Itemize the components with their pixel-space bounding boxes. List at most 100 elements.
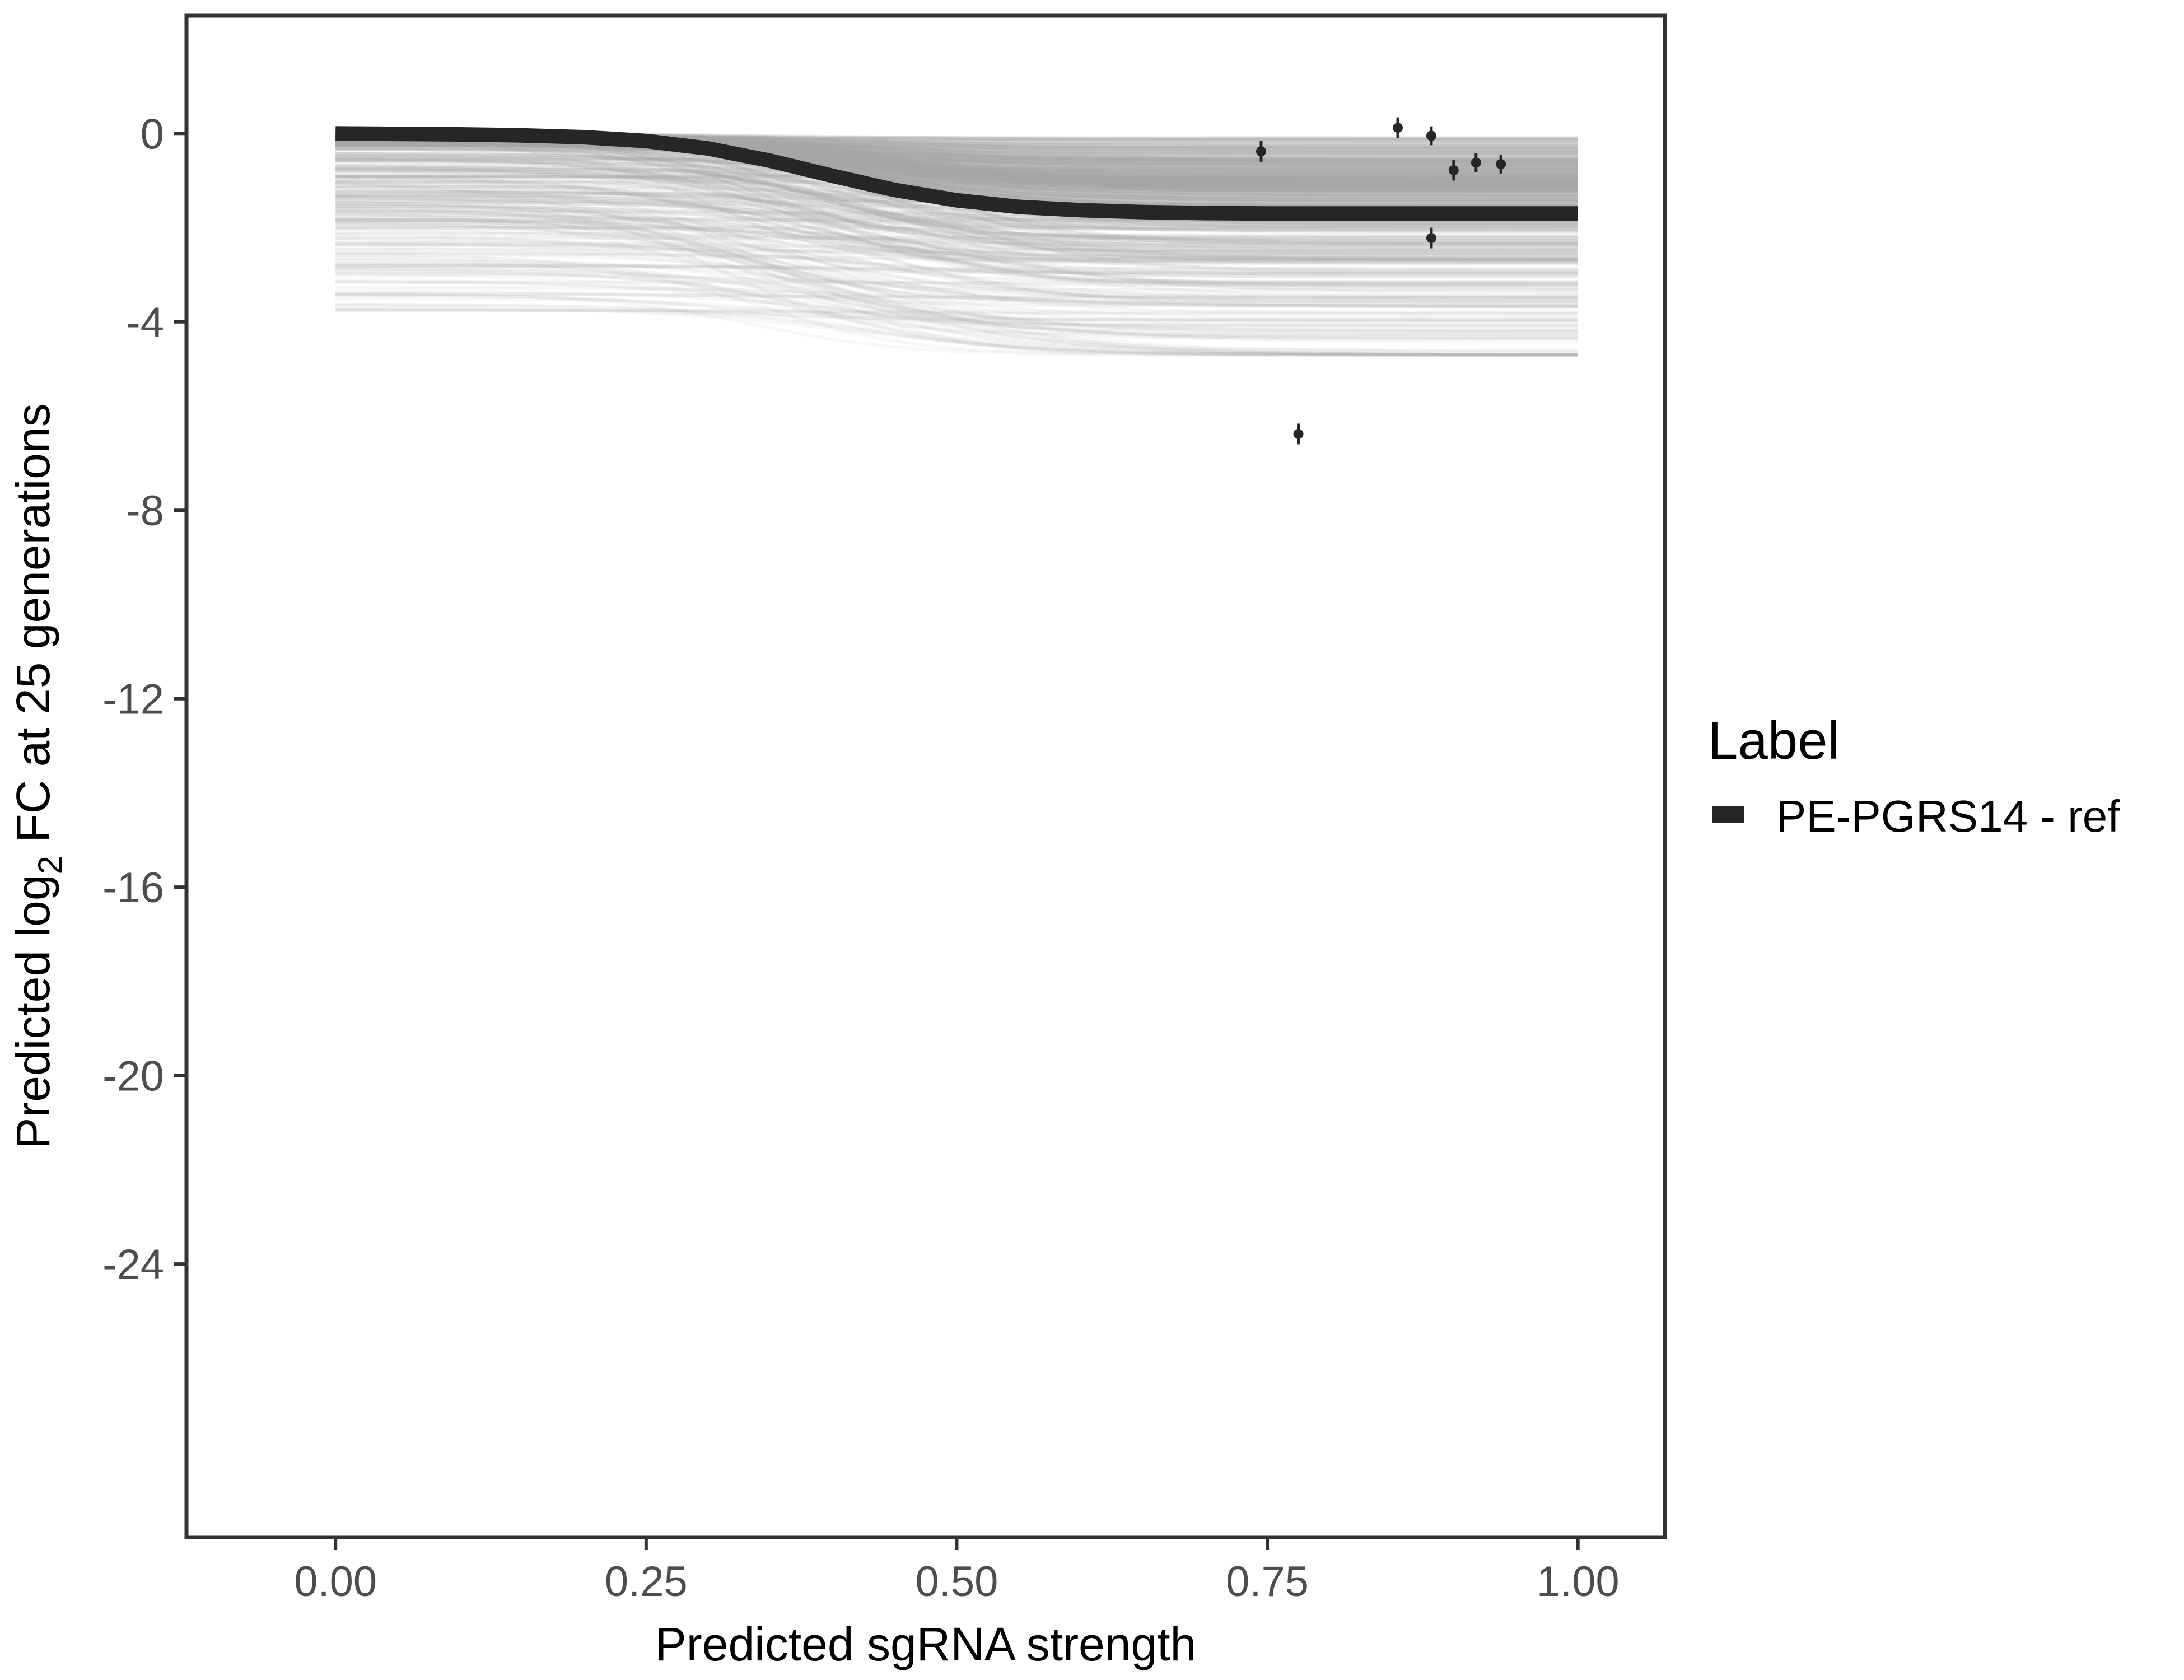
legend: Label PE-PGRS14 - ref xyxy=(1708,711,2120,841)
posterior-draw-line xyxy=(335,217,1578,304)
posterior-draw-line xyxy=(335,269,1578,353)
observed-point xyxy=(1426,227,1436,249)
fit-line-layer xyxy=(335,126,1578,221)
point-marker xyxy=(1448,165,1459,175)
y-tick-label: -24 xyxy=(102,1241,164,1289)
posterior-draw-line xyxy=(335,204,1578,297)
posterior-draw-line xyxy=(335,195,1578,305)
point-marker xyxy=(1426,233,1436,244)
posterior-draw-line xyxy=(335,226,1578,264)
posterior-draw-line xyxy=(335,292,1578,299)
point-marker xyxy=(1496,158,1506,169)
posterior-draw-line xyxy=(335,155,1578,231)
posterior-draw-line xyxy=(335,200,1578,339)
posterior-draw-line xyxy=(335,292,1578,300)
posterior-draw-line xyxy=(335,178,1578,260)
observed-points-layer xyxy=(1256,117,1506,445)
posterior-draw-line xyxy=(335,181,1578,308)
y-tick-label: -20 xyxy=(102,1053,164,1100)
observed-point xyxy=(1393,117,1403,138)
posterior-draw-line xyxy=(335,262,1578,357)
posterior-draw-line xyxy=(335,147,1578,264)
posterior-draw-line xyxy=(335,173,1578,183)
x-tick-label: 0.25 xyxy=(605,1558,688,1606)
x-axis-title: Predicted sgRNA strength xyxy=(655,1618,1197,1670)
posterior-draw-lines xyxy=(335,130,1578,357)
posterior-draw-line xyxy=(335,208,1578,252)
y-tick-label: -4 xyxy=(126,299,164,347)
posterior-draw-line xyxy=(335,167,1578,286)
posterior-draw-line xyxy=(335,141,1578,171)
posterior-draw-line xyxy=(335,280,1578,284)
posterior-draw-line xyxy=(335,139,1578,260)
point-marker xyxy=(1426,130,1436,141)
posterior-draw-line xyxy=(335,221,1578,253)
y-axis-title-prefix: Predicted log xyxy=(7,874,59,1149)
posterior-draw-line xyxy=(335,218,1578,298)
posterior-draw-line xyxy=(335,216,1578,231)
posterior-draw-line xyxy=(335,180,1578,186)
posterior-draw-line xyxy=(335,180,1578,261)
posterior-draw-line xyxy=(335,251,1578,262)
posterior-draw-line xyxy=(335,309,1578,314)
posterior-draw-line xyxy=(335,289,1578,340)
posterior-draw-line xyxy=(335,220,1578,292)
y-tick-label: 0 xyxy=(141,110,164,158)
posterior-draw-line xyxy=(335,221,1578,333)
posterior-draw-line xyxy=(335,241,1578,357)
posterior-draw-line xyxy=(335,195,1578,303)
posterior-draw-line xyxy=(335,170,1578,181)
posterior-draw-line xyxy=(335,148,1578,241)
x-tick-label: 0.00 xyxy=(294,1558,377,1606)
fit-line xyxy=(335,126,1578,221)
posterior-draw-line xyxy=(335,208,1578,319)
posterior-draw-line xyxy=(335,185,1578,283)
posterior-draw-line xyxy=(335,183,1578,292)
posterior-draw-line xyxy=(335,167,1578,178)
posterior-draw-line xyxy=(335,134,1578,189)
y-axis-title: Predicted log2 FC at 25 generations xyxy=(7,403,69,1149)
posterior-draw-line xyxy=(335,256,1578,300)
posterior-draw-line xyxy=(335,204,1578,256)
y-axis-title-suffix: FC at 25 generations xyxy=(7,403,59,856)
posterior-draw-line xyxy=(335,233,1578,333)
point-marker xyxy=(1393,123,1403,133)
posterior-draw-line xyxy=(335,163,1578,272)
posterior-draw-line xyxy=(335,170,1578,242)
posterior-draw-line xyxy=(335,232,1578,249)
posterior-draw-line xyxy=(335,169,1578,232)
posterior-draw-line xyxy=(335,160,1578,245)
posterior-draw-line xyxy=(335,265,1578,357)
posterior-draw-line xyxy=(335,187,1578,255)
posterior-draw-line xyxy=(335,143,1578,233)
posterior-draw-line xyxy=(335,213,1578,287)
posterior-draw-line xyxy=(335,177,1578,295)
posterior-draw-line xyxy=(335,204,1578,306)
posterior-draw-line xyxy=(335,159,1578,261)
posterior-draw-line xyxy=(335,165,1578,223)
posterior-draw-line xyxy=(335,272,1578,287)
posterior-draw-line xyxy=(335,197,1578,238)
posterior-draw-line xyxy=(335,241,1578,253)
posterior-draw-line xyxy=(335,144,1578,188)
posterior-draw-line xyxy=(335,142,1578,150)
y-tick-label: -8 xyxy=(126,487,164,535)
posterior-draw-line xyxy=(335,139,1578,171)
y-tick-label: -12 xyxy=(102,676,164,724)
posterior-draw-line xyxy=(335,175,1578,194)
posterior-draw-line xyxy=(335,212,1578,309)
posterior-draw-line xyxy=(335,157,1578,290)
point-marker xyxy=(1471,157,1481,168)
posterior-draw-line xyxy=(335,139,1578,251)
posterior-draw-line xyxy=(335,268,1578,334)
legend-title: Label xyxy=(1708,711,1840,771)
posterior-draw-line xyxy=(335,138,1578,183)
posterior-draw-line xyxy=(335,307,1578,357)
posterior-draw-line xyxy=(335,167,1578,172)
posterior-draw-line xyxy=(335,248,1578,253)
posterior-draw-line xyxy=(335,264,1578,274)
posterior-draw-line xyxy=(335,236,1578,316)
posterior-draw-line xyxy=(335,158,1578,178)
posterior-draw-line xyxy=(335,225,1578,263)
posterior-draw-line xyxy=(335,219,1578,301)
